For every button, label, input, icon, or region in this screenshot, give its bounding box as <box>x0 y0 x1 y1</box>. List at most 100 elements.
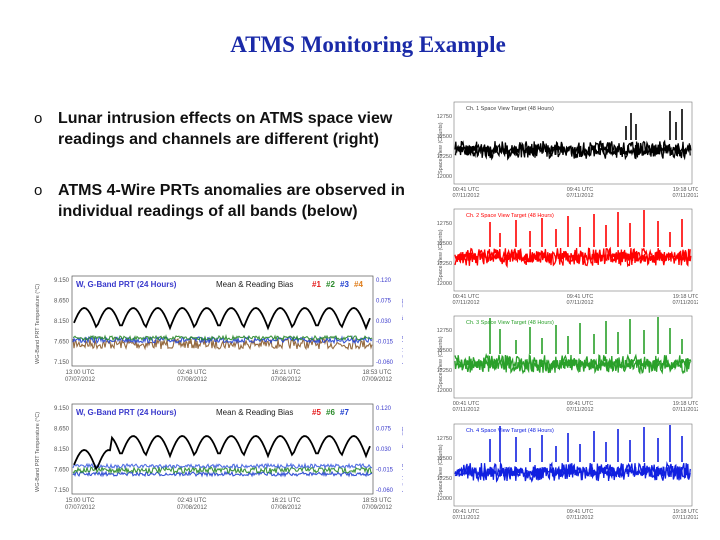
y-left-tick-label: 7.650 <box>54 340 70 346</box>
x-tick-time: 00:41 UTC <box>453 187 480 193</box>
space-view-figure-4: Ch. 4 Space View Target (48 Hours) Space … <box>430 420 698 530</box>
x-tick-date: 07/08/2012 <box>271 377 302 383</box>
y-right-tick-label: 0.120 <box>376 278 392 284</box>
bullet-text: Lunar intrusion effects on ATMS space vi… <box>58 110 393 148</box>
x-tick-date: 07/11/2012 <box>452 515 479 521</box>
y-right-tick-label: -0.015 <box>376 468 394 474</box>
prt-plot-svg: W, G-Band PRT (24 Hours) Mean & Reading B… <box>35 403 403 511</box>
legend-series-label: #6 <box>326 408 335 417</box>
x-tick-time: 00:41 UTC <box>453 509 480 515</box>
space-view-plot-svg: Ch. 1 Space View Target (48 Hours) Space … <box>437 101 698 198</box>
plot-frame <box>453 315 693 399</box>
space-view-series <box>454 249 692 264</box>
legend-series-label: #7 <box>340 408 349 417</box>
reading-bias-series <box>72 462 373 470</box>
bullet-marker: o <box>34 182 43 199</box>
space-view-plot-svg: Ch. 3 Space View Target (48 Hours) Space … <box>437 315 698 412</box>
mean-temperature-series <box>73 435 371 471</box>
plot-frame <box>453 101 693 185</box>
x-tick-time: 15:00 UTC <box>65 498 95 504</box>
y-tick-label: 12000 <box>437 496 452 502</box>
y-left-tick-label: 7.150 <box>54 488 70 494</box>
y-right-axis-label: Individual Sensor Bias (°C) <box>402 298 403 364</box>
x-tick-time: 19:18 UTC <box>673 401 698 407</box>
y-tick-label: 12750 <box>437 436 452 442</box>
space-view-figure-1: Ch. 1 Space View Target (48 Hours) Space … <box>430 98 698 198</box>
plot-title: Ch. 1 Space View Target (48 Hours) <box>466 106 554 112</box>
x-tick-time: 00:41 UTC <box>453 401 480 407</box>
legend-title: Mean & Reading Bias <box>216 280 293 289</box>
x-tick-date: 07/11/2012 <box>452 300 479 305</box>
x-tick-time: 09:41 UTC <box>567 401 594 407</box>
legend-title: Mean & Reading Bias <box>216 408 293 417</box>
x-tick-time: 19:18 UTC <box>673 509 698 515</box>
y-tick-label: 12250 <box>437 261 452 267</box>
x-tick-time: 02:43 UTC <box>177 498 207 504</box>
x-tick-date: 07/11/2012 <box>452 407 479 412</box>
space-view-figure-2: Ch. 2 Space View Target (48 Hours) Space … <box>430 205 698 305</box>
space-view-series <box>454 143 692 157</box>
y-right-tick-label: -0.015 <box>376 340 394 346</box>
y-left-tick-label: 8.150 <box>54 319 70 325</box>
y-right-tick-label: 0.075 <box>376 299 392 305</box>
x-tick-date: 07/11/2012 <box>452 193 479 198</box>
space-view-figure-3: Ch. 3 Space View Target (48 Hours) Space … <box>430 312 698 412</box>
space-view-series <box>454 461 691 483</box>
x-tick-date: 07/11/2012 <box>566 515 593 521</box>
x-tick-date: 07/11/2012 <box>566 407 593 412</box>
x-tick-date: 07/11/2012 <box>672 407 698 412</box>
y-tick-label: 12000 <box>437 174 452 180</box>
y-axis-label: Space View (Counts) <box>438 122 444 174</box>
slide-title: ATMS Monitoring Example <box>230 32 506 57</box>
plot-title: W, G-Band PRT (24 Hours) <box>76 408 177 417</box>
plot-title: Ch. 2 Space View Target (48 Hours) <box>466 213 554 219</box>
y-tick-label: 12000 <box>437 388 452 394</box>
bullet-item: o ATMS 4-Wire PRTs anomalies are observe… <box>34 180 414 222</box>
legend-series-label: #1 <box>312 280 321 289</box>
y-left-axis-label: WG-Band PRT Temperature (°C) <box>35 412 41 492</box>
x-tick-date: 07/11/2012 <box>672 193 698 198</box>
space-view-series <box>454 465 692 480</box>
prt-plot-svg: W, G-Band PRT (24 Hours) Mean & Reading B… <box>35 275 403 383</box>
y-right-tick-label: 0.030 <box>376 319 392 325</box>
x-tick-time: 09:41 UTC <box>567 509 594 515</box>
x-tick-date: 07/07/2012 <box>65 377 96 383</box>
y-tick-label: 12500 <box>437 348 452 354</box>
x-tick-time: 18:53 UTC <box>362 498 392 504</box>
reading-bias-series <box>72 470 373 478</box>
x-tick-date: 07/08/2012 <box>177 377 208 383</box>
y-left-tick-label: 7.650 <box>54 468 70 474</box>
y-left-tick-label: 8.650 <box>54 299 70 305</box>
space-view-plot-svg: Ch. 2 Space View Target (48 Hours) Space … <box>437 208 698 305</box>
y-tick-label: 12750 <box>437 114 452 120</box>
y-tick-label: 12500 <box>437 456 452 462</box>
y-tick-label: 12750 <box>437 328 452 334</box>
bullet-marker: o <box>34 110 43 127</box>
bullet-list: o Lunar intrusion effects on ATMS space … <box>34 108 414 252</box>
y-right-tick-label: 0.030 <box>376 447 392 453</box>
y-left-tick-label: 8.650 <box>54 427 70 433</box>
y-left-tick-label: 9.150 <box>54 406 70 412</box>
x-tick-date: 07/08/2012 <box>271 505 302 511</box>
x-tick-time: 09:41 UTC <box>567 294 594 300</box>
x-tick-time: 13:00 UTC <box>65 370 95 376</box>
x-tick-date: 07/11/2012 <box>672 300 698 305</box>
y-axis-label: Space View (Counts) <box>438 229 444 281</box>
plot-title: Ch. 3 Space View Target (48 Hours) <box>466 320 554 326</box>
y-right-tick-label: -0.060 <box>376 488 394 494</box>
x-tick-time: 16:21 UTC <box>271 370 301 376</box>
prt-figure-bottom: W, G-Band PRT (24 Hours) Mean & Reading B… <box>28 396 403 526</box>
plot-title: W, G-Band PRT (24 Hours) <box>76 280 177 289</box>
x-tick-date: 07/09/2012 <box>362 505 393 511</box>
x-tick-time: 19:18 UTC <box>673 294 698 300</box>
mean-temperature-series <box>73 307 371 331</box>
y-axis-label: Space View (Counts) <box>438 336 444 388</box>
y-tick-label: 12500 <box>437 241 452 247</box>
space-view-series <box>454 357 692 372</box>
y-left-axis-label: WG-Band PRT Temperature (°C) <box>35 284 41 364</box>
x-tick-time: 00:41 UTC <box>453 294 480 300</box>
x-tick-date: 07/11/2012 <box>566 300 593 305</box>
legend-series-label: #5 <box>312 408 321 417</box>
reading-bias-series <box>72 333 373 342</box>
y-left-tick-label: 9.150 <box>54 278 70 284</box>
